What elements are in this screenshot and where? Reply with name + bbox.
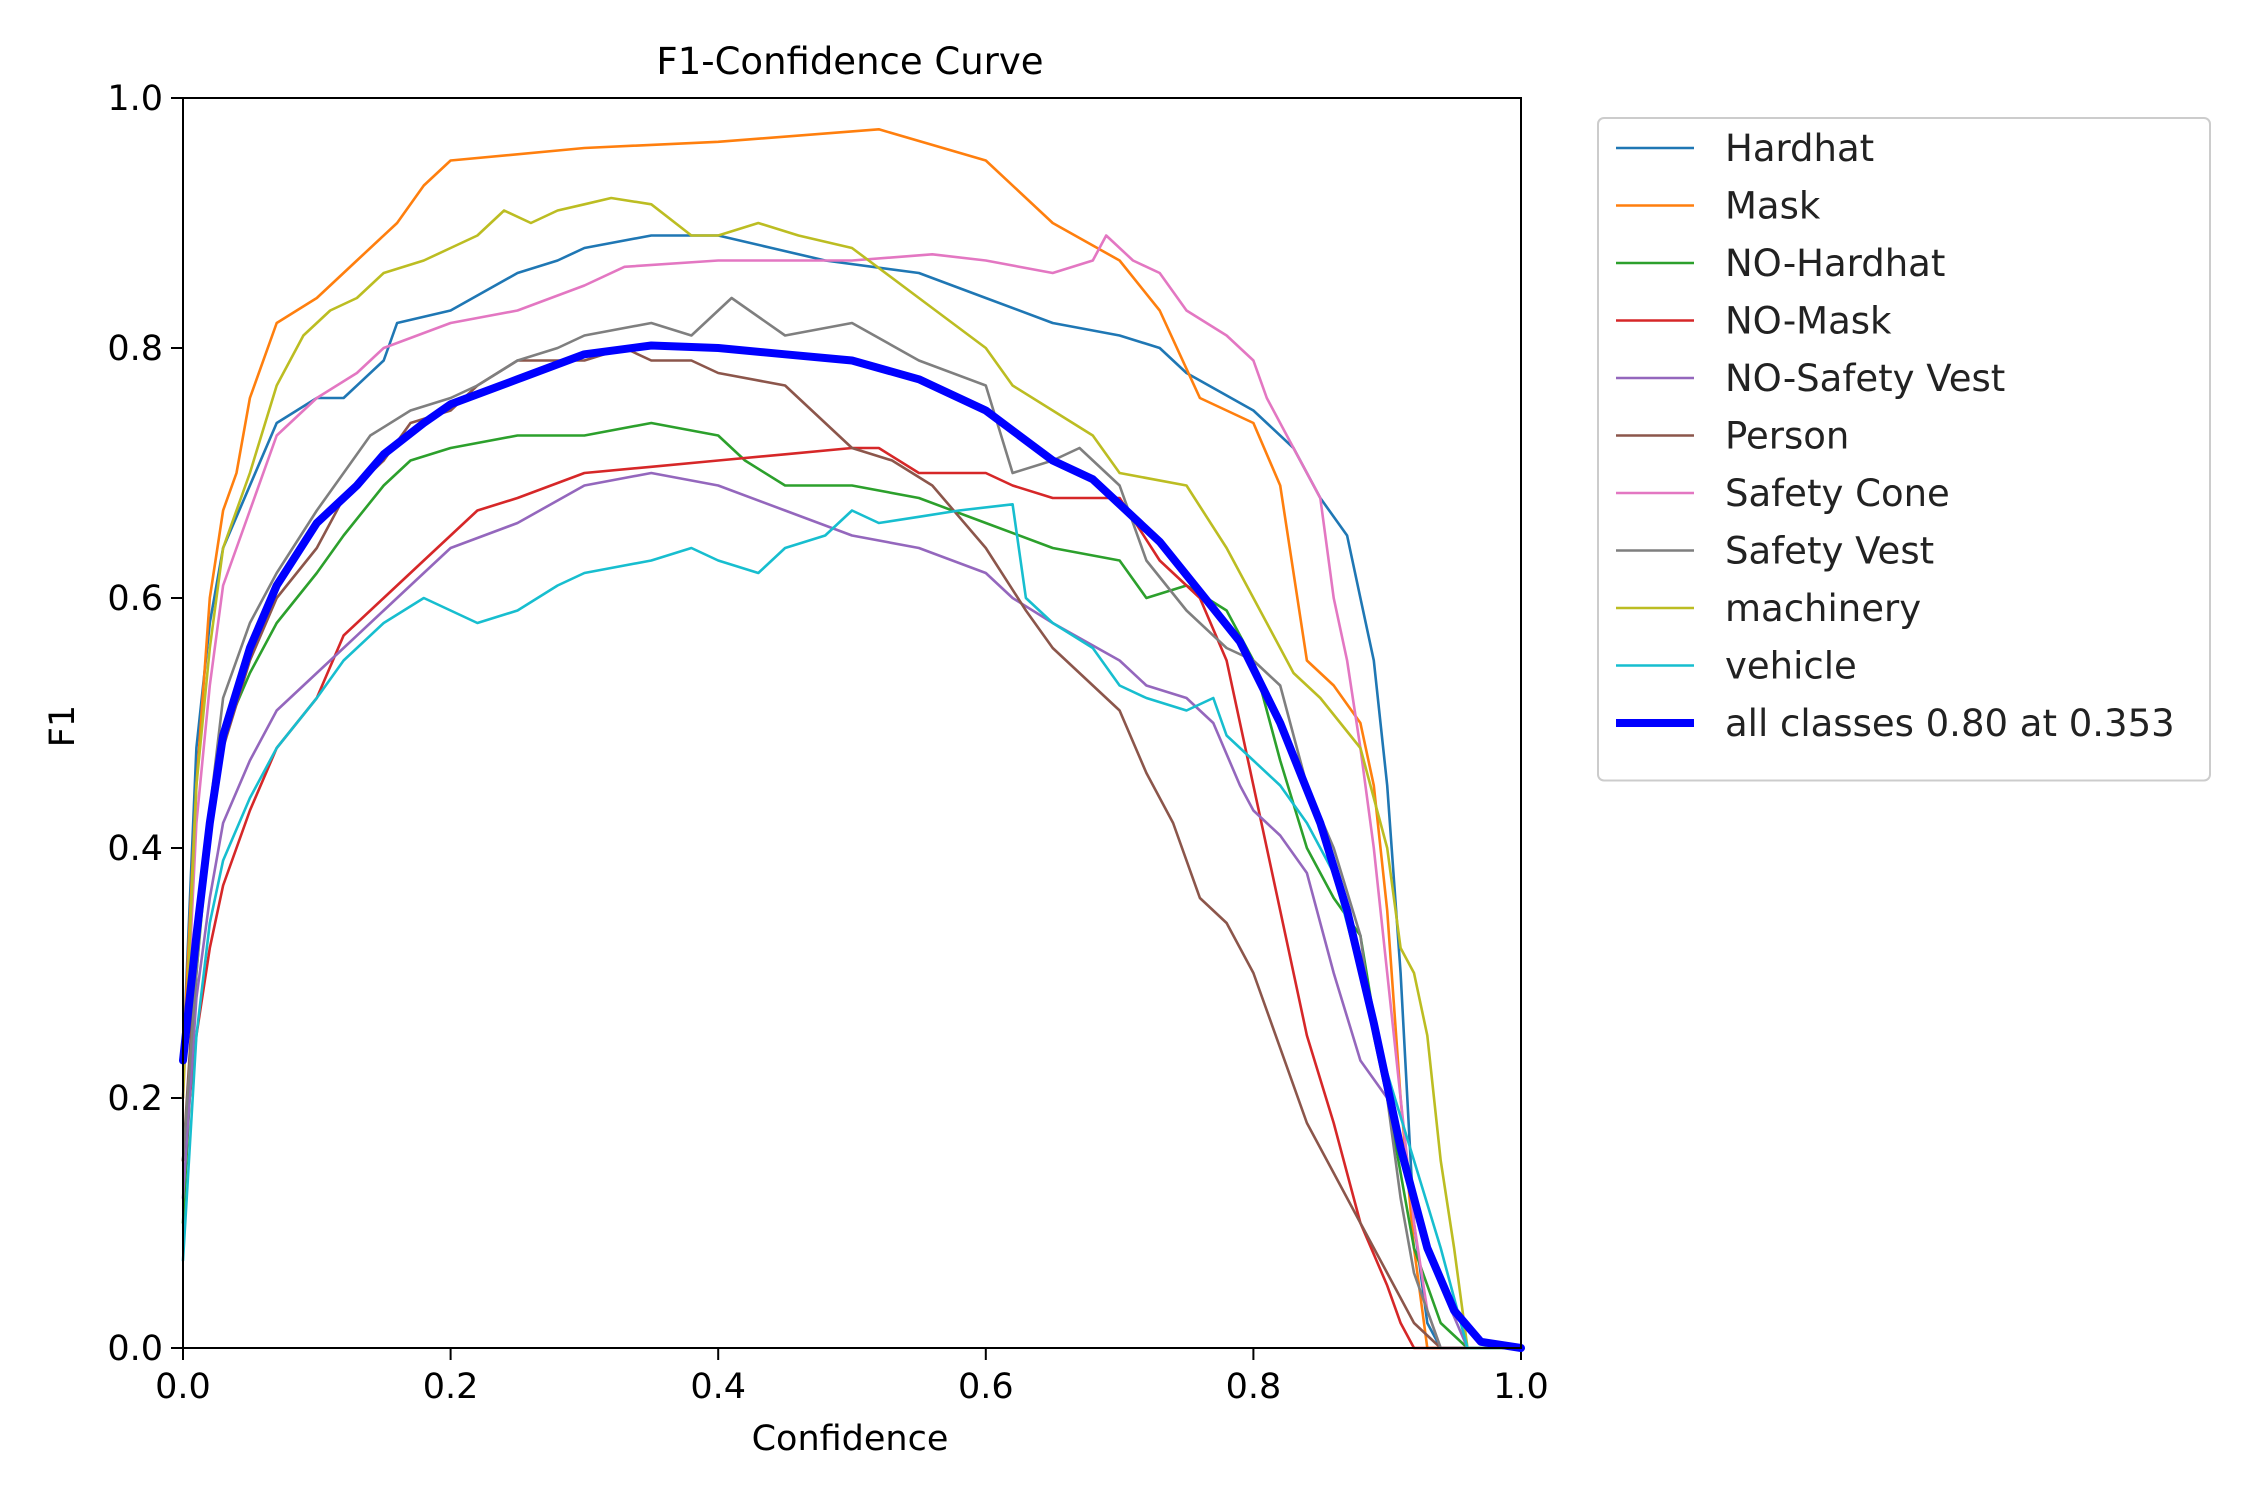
y-tick-label: 0.0 <box>107 1329 163 1369</box>
x-tick-label: 0.4 <box>690 1367 746 1407</box>
axis-ticks: 0.0 0.2 0.4 0.6 0.8 1.0 0.0 0.2 0.4 0.6 0.8 1.0 <box>107 79 1549 1407</box>
legend-label: NO-Mask <box>1725 300 1892 343</box>
x-tick-label: 0.0 <box>155 1367 211 1407</box>
series-line-machinery <box>181 196 1523 1350</box>
y-tick-label: 0.4 <box>107 829 163 869</box>
x-tick-label: 0.6 <box>958 1367 1014 1407</box>
series-line-person <box>181 346 1523 1350</box>
x-tick-label: 1.0 <box>1493 1367 1549 1407</box>
x-axis-title: Confidence <box>752 1419 949 1459</box>
plot-frame <box>182 97 1522 1349</box>
series-line-no-safety-vest <box>181 471 1523 1350</box>
x-tick-label: 0.2 <box>423 1367 479 1407</box>
legend-label: Safety Cone <box>1725 472 1950 515</box>
y-tick-label: 1.0 <box>107 79 163 119</box>
series-line-safety-cone <box>181 234 1523 1350</box>
series-line-all-classes-0-80-at-0-353 <box>179 341 1525 1352</box>
legend-label: Person <box>1725 415 1849 458</box>
chart-title: F1-Confidence Curve <box>656 40 1043 83</box>
legend-label: NO-Safety Vest <box>1725 357 2005 400</box>
y-tick-label: 0.2 <box>107 1079 163 1119</box>
legend-label: vehicle <box>1725 645 1857 688</box>
legend: Hardhat Mask NO-Hardhat NO-Mask NO-Safety Ve… <box>1597 117 2211 782</box>
series-line-mask <box>181 128 1523 1350</box>
series-line-hardhat <box>181 234 1523 1350</box>
legend-label: machinery <box>1725 587 1921 630</box>
y-axis-title: F1 <box>43 705 83 747</box>
legend-box <box>1597 117 2211 782</box>
x-tick-label: 0.8 <box>1226 1367 1282 1407</box>
series-line-vehicle <box>181 503 1523 1350</box>
legend-label: Mask <box>1725 185 1821 228</box>
y-tick-label: 0.8 <box>107 329 163 369</box>
legend-label: NO-Hardhat <box>1725 242 1945 285</box>
legend-label: all classes 0.80 at 0.353 <box>1725 702 2175 745</box>
plot-series <box>179 128 1525 1352</box>
y-tick-label: 0.6 <box>107 579 163 619</box>
legend-label: Safety Vest <box>1725 530 1934 573</box>
legend-label: Hardhat <box>1725 127 1874 170</box>
